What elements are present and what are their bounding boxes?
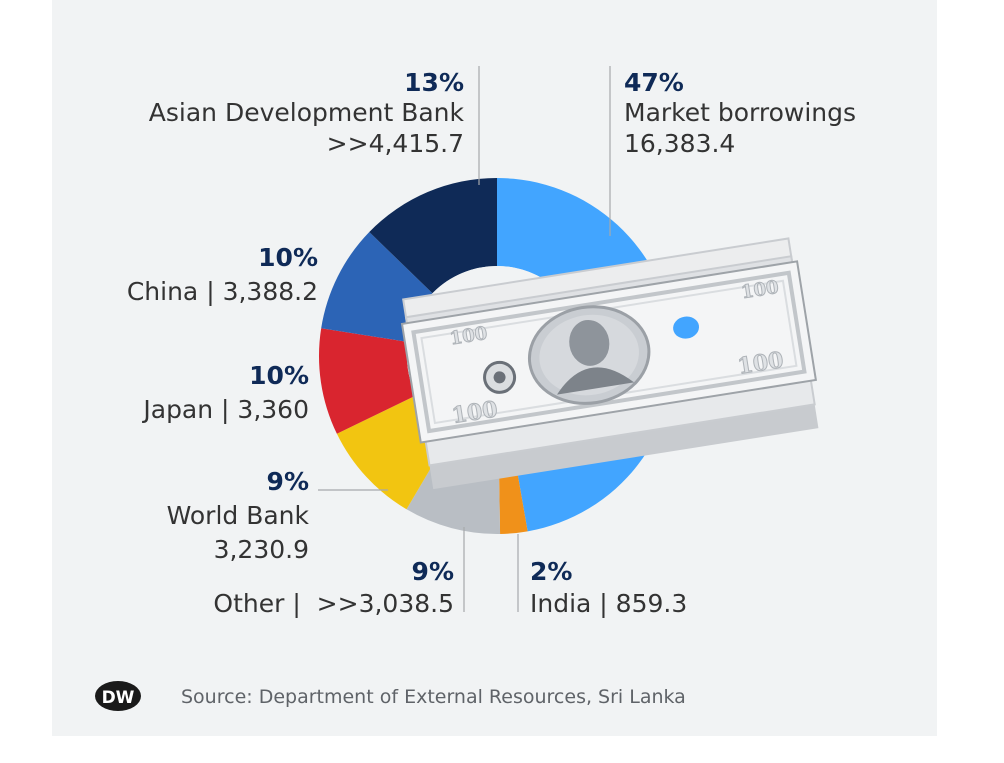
banknote-icon: 100 100 100 100 bbox=[400, 237, 819, 490]
label-percent-india: 2% bbox=[530, 557, 572, 586]
source-note: Source: Department of External Resources… bbox=[181, 686, 686, 708]
label-value-world-bank: 3,230.9 bbox=[214, 535, 309, 564]
label-percent-asian-development-bank: 13% bbox=[404, 68, 464, 97]
label-percent-china: 10% bbox=[258, 243, 318, 272]
dw-logo: DW bbox=[95, 681, 141, 711]
label-name-asian-development-bank: Asian Development Bank bbox=[149, 98, 465, 127]
label-name-market-borrowings: Market borrowings bbox=[624, 98, 856, 127]
label-value-asian-development-bank: >>4,415.7 bbox=[327, 129, 464, 158]
label-text-japan: Japan | 3,360 bbox=[141, 395, 309, 424]
label-value-market-borrowings: 16,383.4 bbox=[624, 129, 735, 158]
dw-logo-text: DW bbox=[102, 688, 135, 708]
label-text-other: Other | >>3,038.5 bbox=[213, 589, 454, 618]
label-text-china: China | 3,388.2 bbox=[127, 277, 318, 306]
label-name-world-bank: World Bank bbox=[167, 501, 310, 530]
label-percent-world-bank: 9% bbox=[267, 467, 309, 496]
label-percent-japan: 10% bbox=[249, 361, 309, 390]
slice-asian-development-bank bbox=[369, 178, 497, 294]
slice-japan bbox=[318, 328, 417, 434]
label-text-india: India | 859.3 bbox=[530, 589, 687, 618]
label-percent-other: 9% bbox=[412, 557, 454, 586]
label-percent-market-borrowings: 47% bbox=[624, 68, 684, 97]
